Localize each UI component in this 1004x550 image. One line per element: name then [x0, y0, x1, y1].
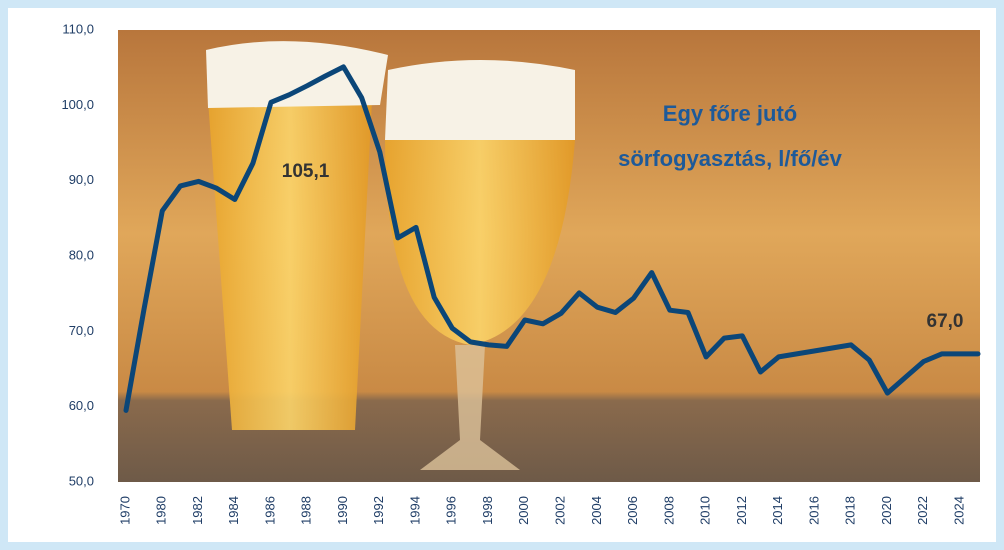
x-tick-label: 1970	[117, 496, 132, 525]
foam	[385, 60, 575, 140]
x-tick-label: 2020	[879, 496, 894, 525]
data-label: 67,0	[927, 311, 964, 332]
x-tick-label: 2022	[915, 496, 930, 525]
x-tick-label: 1982	[190, 496, 205, 525]
x-tick-label: 1992	[371, 496, 386, 525]
x-tick-label: 2002	[553, 496, 568, 525]
x-tick-label: 2004	[589, 496, 604, 525]
x-tick-label: 2014	[770, 496, 785, 525]
y-tick-label: 60,0	[69, 398, 94, 413]
page: {"chart_data": {"type": "line", "title":…	[0, 0, 1004, 550]
x-tick-label: 1984	[226, 496, 241, 525]
y-tick-label: 80,0	[69, 247, 94, 262]
x-tick-label: 1996	[444, 496, 459, 525]
x-tick-label: 1986	[262, 496, 277, 525]
x-tick-label: 2024	[951, 496, 966, 525]
y-tick-label: 90,0	[69, 172, 94, 187]
chart-title: sörfogyasztás, l/fő/év	[618, 146, 843, 171]
chart: Egy főre jutó sörfogyasztás, l/fő/év 50,…	[0, 0, 1004, 550]
x-tick-label: 1998	[480, 496, 495, 525]
x-tick-label: 1990	[335, 496, 350, 525]
chart-title: Egy főre jutó	[663, 101, 797, 126]
x-tick-label: 2000	[516, 496, 531, 525]
glass-tall	[208, 100, 372, 430]
x-tick-label: 1980	[154, 496, 169, 525]
x-tick-label: 2010	[698, 496, 713, 525]
x-tick-label: 2012	[734, 496, 749, 525]
y-tick-label: 70,0	[69, 323, 94, 338]
y-tick-label: 110,0	[62, 21, 94, 36]
x-tick-label: 2006	[625, 496, 640, 525]
x-tick-label: 2016	[806, 496, 821, 525]
x-tick-label: 2008	[661, 496, 676, 525]
y-tick-label: 50,0	[69, 473, 94, 488]
y-tick-label: 100,0	[61, 97, 94, 112]
x-tick-label: 2018	[843, 496, 858, 525]
x-tick-label: 1994	[407, 496, 422, 525]
data-label: 105,1	[282, 161, 330, 182]
x-tick-label: 1988	[299, 496, 314, 525]
